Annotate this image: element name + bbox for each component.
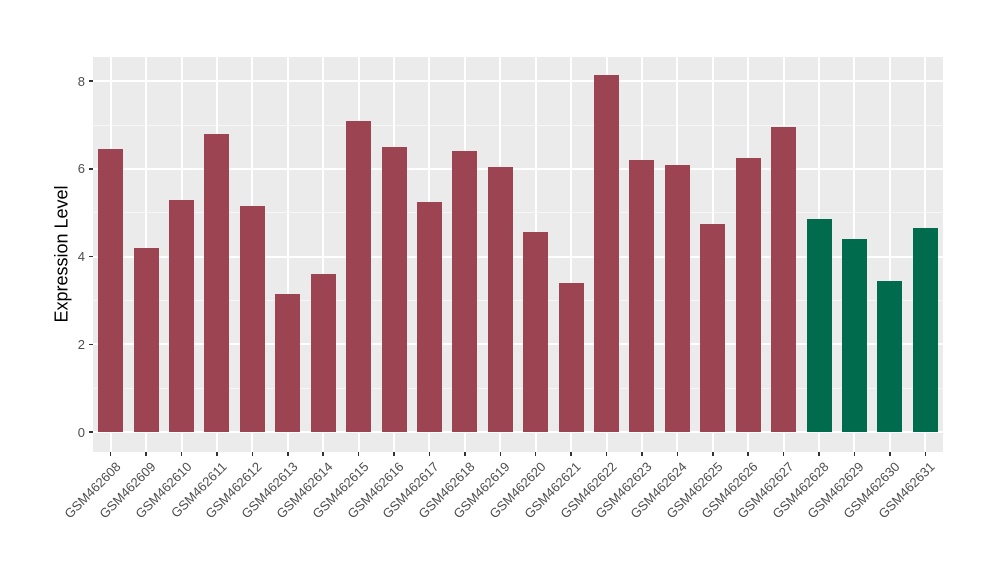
bar-GSM462623 bbox=[629, 160, 655, 432]
bar-GSM462630 bbox=[877, 280, 903, 432]
bar-GSM462619 bbox=[487, 166, 513, 432]
gridline-vertical bbox=[322, 57, 325, 452]
y-tick-mark bbox=[89, 343, 93, 346]
gridline-minor bbox=[93, 299, 943, 301]
gridline-major bbox=[93, 167, 943, 170]
x-tick-mark bbox=[499, 452, 502, 456]
x-tick-mark bbox=[712, 452, 714, 456]
gridline-minor bbox=[93, 212, 943, 214]
bar-GSM462625 bbox=[700, 223, 726, 432]
x-tick-mark bbox=[357, 452, 360, 456]
plot-panel bbox=[93, 57, 943, 452]
y-tick-label: 2 bbox=[77, 336, 85, 352]
x-tick-mark bbox=[534, 452, 537, 456]
x-tick-mark bbox=[287, 452, 289, 456]
x-tick-mark bbox=[818, 452, 820, 456]
bar-GSM462616 bbox=[381, 146, 407, 432]
x-tick-mark bbox=[782, 452, 785, 456]
gridline-major bbox=[93, 431, 943, 433]
bar-GSM462610 bbox=[169, 199, 195, 432]
gridline-major bbox=[93, 80, 943, 83]
gridline-minor bbox=[93, 124, 943, 126]
y-tick-mark bbox=[89, 168, 93, 170]
bar-GSM462627 bbox=[771, 127, 797, 432]
x-tick-mark bbox=[216, 452, 218, 456]
x-tick-mark bbox=[676, 452, 679, 456]
x-tick-mark bbox=[889, 452, 891, 456]
y-tick-label: 0 bbox=[77, 424, 85, 440]
gridline-vertical bbox=[286, 57, 289, 452]
gridline-minor bbox=[93, 387, 943, 389]
bar-GSM462618 bbox=[452, 151, 478, 432]
gridline-vertical bbox=[570, 57, 573, 452]
bar-GSM462614 bbox=[310, 274, 336, 432]
y-tick-label: 8 bbox=[77, 73, 85, 89]
bar-GSM462611 bbox=[204, 133, 230, 432]
y-tick-mark bbox=[89, 255, 93, 258]
y-tick-mark bbox=[89, 80, 93, 82]
x-tick-mark bbox=[924, 452, 927, 456]
gridline-major bbox=[93, 343, 943, 346]
x-tick-mark bbox=[853, 452, 856, 456]
bar-GSM462621 bbox=[558, 282, 584, 432]
bar-GSM462628 bbox=[806, 219, 832, 432]
y-tick-mark bbox=[89, 431, 93, 433]
gridline-vertical bbox=[888, 57, 891, 452]
bar-GSM462608 bbox=[98, 149, 124, 432]
x-tick-mark bbox=[605, 452, 608, 456]
x-tick-mark bbox=[570, 452, 572, 456]
bar-GSM462629 bbox=[841, 239, 867, 432]
x-tick-mark bbox=[428, 452, 431, 456]
bar-GSM462612 bbox=[239, 206, 265, 432]
x-tick-mark bbox=[109, 452, 112, 456]
x-tick-mark bbox=[180, 452, 183, 456]
x-tick-mark bbox=[641, 452, 643, 456]
bar-GSM462613 bbox=[275, 293, 301, 432]
bar-GSM462626 bbox=[735, 157, 761, 432]
x-tick-mark bbox=[251, 452, 254, 456]
bar-GSM462622 bbox=[594, 74, 620, 432]
bar-GSM462631 bbox=[912, 228, 938, 432]
gridline-major bbox=[93, 255, 943, 258]
x-tick-mark bbox=[464, 452, 466, 456]
bar-GSM462620 bbox=[523, 232, 549, 432]
x-tick-mark bbox=[145, 452, 147, 456]
x-tick-mark bbox=[322, 452, 324, 456]
bar-GSM462615 bbox=[346, 120, 372, 432]
y-tick-label: 6 bbox=[77, 161, 85, 177]
y-tick-label: 4 bbox=[77, 249, 85, 265]
bar-GSM462617 bbox=[416, 201, 442, 432]
bar-GSM462624 bbox=[664, 164, 690, 432]
bar-GSM462609 bbox=[133, 247, 159, 432]
x-tick-mark bbox=[393, 452, 395, 456]
x-tick-mark bbox=[747, 452, 749, 456]
